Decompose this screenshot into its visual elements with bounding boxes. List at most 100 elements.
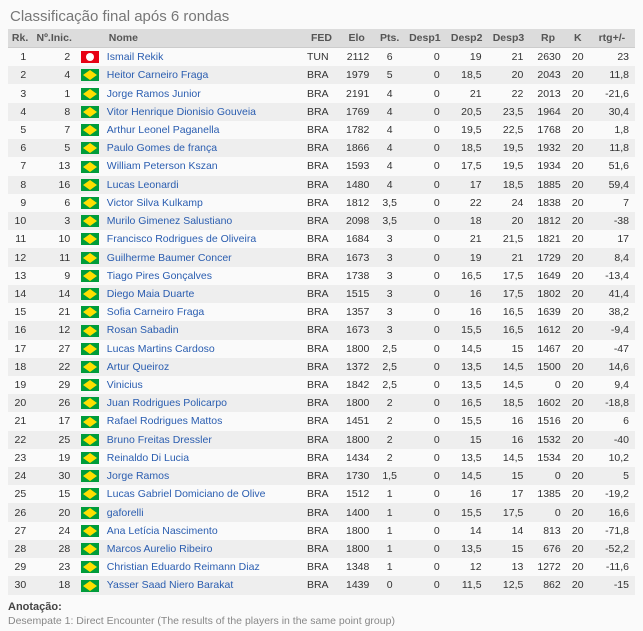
table-header-row: Rk. Nº.Inic. Nome FED Elo Pts. Desp1 Des…	[8, 29, 635, 48]
cell-elo: 1434	[338, 449, 375, 467]
cell-d1: 0	[404, 340, 446, 358]
player-link[interactable]: Murilo Gimenez Salustiano	[107, 215, 232, 227]
col-d2[interactable]: Desp2	[446, 29, 488, 48]
player-link[interactable]: gaforelli	[107, 507, 144, 519]
cell-rtg: 6	[589, 412, 635, 430]
cell-pts: 1,5	[375, 467, 404, 485]
player-link[interactable]: Lucas Martins Cardoso	[107, 343, 215, 355]
col-d1[interactable]: Desp1	[404, 29, 446, 48]
table-row: 1521Sofia Carneiro FragaBRA1357301616,51…	[8, 303, 635, 321]
cell-elo: 1738	[338, 267, 375, 285]
player-link[interactable]: Vitor Henrique Dionisio Gouveia	[107, 106, 256, 118]
cell-rk: 20	[8, 394, 32, 412]
cell-rk: 4	[8, 103, 32, 121]
cell-fed: BRA	[305, 303, 338, 321]
col-elo[interactable]: Elo	[338, 29, 375, 48]
col-fed[interactable]: FED	[305, 29, 338, 48]
cell-fed: BRA	[305, 540, 338, 558]
cell-rtg: 11,8	[589, 139, 635, 157]
player-link[interactable]: Paulo Gomes de frança	[107, 142, 217, 154]
player-link[interactable]: Jorge Ramos	[107, 470, 169, 482]
cell-d2: 17	[446, 176, 488, 194]
player-link[interactable]: Lucas Leonardi	[107, 179, 179, 191]
table-row: 1612Rosan SabadinBRA16733015,516,5161220…	[8, 321, 635, 339]
cell-elo: 2112	[338, 48, 375, 67]
cell-rtg: 16,6	[589, 503, 635, 521]
col-rk[interactable]: Rk.	[8, 29, 32, 48]
cell-pts: 3,5	[375, 194, 404, 212]
player-link[interactable]: Diego Maia Duarte	[107, 288, 195, 300]
cell-pts: 3	[375, 303, 404, 321]
player-link[interactable]: Reinaldo Di Lucia	[107, 452, 189, 464]
table-row: 2724Ana Letícia NascimentoBRA18001014148…	[8, 522, 635, 540]
player-link[interactable]: Rosan Sabadin	[107, 324, 179, 336]
cell-flag	[76, 467, 105, 485]
player-link[interactable]: Lucas Gabriel Domiciano de Olive	[107, 488, 266, 500]
player-link[interactable]: Bruno Freitas Dressler	[107, 434, 212, 446]
cell-sno: 28	[32, 540, 76, 558]
player-link[interactable]: Marcos Aurelio Ribeiro	[107, 543, 213, 555]
player-link[interactable]: Francisco Rodrigues de Oliveira	[107, 233, 256, 245]
table-row: 3018Yasser Saad Niero BarakatBRA14390011…	[8, 576, 635, 594]
cell-k: 20	[567, 558, 589, 576]
player-link[interactable]: Jorge Ramos Junior	[107, 88, 201, 100]
player-link[interactable]: Vinicius	[107, 379, 143, 391]
player-link[interactable]: William Peterson Kszan	[107, 160, 218, 172]
player-link[interactable]: Victor Silva Kulkamp	[107, 197, 203, 209]
player-link[interactable]: Artur Queiroz	[107, 361, 169, 373]
cell-name: Juan Rodrigues Policarpo	[105, 394, 305, 412]
player-link[interactable]: Rafael Rodrigues Mattos	[107, 415, 223, 427]
col-sno[interactable]: Nº.Inic.	[32, 29, 76, 48]
cell-sno: 29	[32, 376, 76, 394]
cell-sno: 7	[32, 121, 76, 139]
cell-k: 20	[567, 522, 589, 540]
player-link[interactable]: Tiago Pires Gonçalves	[107, 270, 212, 282]
cell-d1: 0	[404, 212, 446, 230]
player-link[interactable]: Ana Letícia Nascimento	[107, 525, 218, 537]
cell-fed: BRA	[305, 449, 338, 467]
col-rtg[interactable]: rtg+/-	[589, 29, 635, 48]
player-link[interactable]: Yasser Saad Niero Barakat	[107, 579, 233, 591]
col-d3[interactable]: Desp3	[488, 29, 530, 48]
cell-rp: 1467	[529, 340, 566, 358]
cell-rp: 676	[529, 540, 566, 558]
cell-rp: 0	[529, 503, 566, 521]
cell-rp: 2013	[529, 84, 566, 102]
player-link[interactable]: Sofia Carneiro Fraga	[107, 306, 204, 318]
cell-name: Diego Maia Duarte	[105, 285, 305, 303]
col-k[interactable]: K	[567, 29, 589, 48]
cell-sno: 4	[32, 66, 76, 84]
player-link[interactable]: Juan Rodrigues Policarpo	[107, 397, 227, 409]
player-link[interactable]: Heitor Carneiro Fraga	[107, 69, 209, 81]
player-link[interactable]: Guilherme Baumer Concer	[107, 252, 232, 264]
cell-rtg: 30,4	[589, 103, 635, 121]
player-link[interactable]: Arthur Leonel Paganella	[107, 124, 220, 136]
cell-d1: 0	[404, 303, 446, 321]
cell-sno: 16	[32, 176, 76, 194]
cell-fed: BRA	[305, 157, 338, 175]
cell-d1: 0	[404, 103, 446, 121]
cell-fed: BRA	[305, 212, 338, 230]
cell-rk: 18	[8, 358, 32, 376]
cell-rtg: -18,8	[589, 394, 635, 412]
cell-sno: 13	[32, 157, 76, 175]
player-link[interactable]: Christian Eduardo Reimann Diaz	[107, 561, 260, 573]
cell-rk: 29	[8, 558, 32, 576]
col-name[interactable]: Nome	[105, 29, 305, 48]
bra-flag-icon	[81, 452, 99, 464]
cell-rk: 22	[8, 431, 32, 449]
cell-flag	[76, 449, 105, 467]
player-link[interactable]: Ismail Rekik	[107, 51, 164, 63]
cell-k: 20	[567, 212, 589, 230]
cell-k: 20	[567, 431, 589, 449]
cell-d3: 23,5	[488, 103, 530, 121]
cell-elo: 1673	[338, 321, 375, 339]
cell-d3: 20	[488, 212, 530, 230]
cell-d3: 20	[488, 66, 530, 84]
cell-d2: 15	[446, 431, 488, 449]
cell-d3: 14,5	[488, 449, 530, 467]
col-pts[interactable]: Pts.	[375, 29, 404, 48]
cell-elo: 1400	[338, 503, 375, 521]
col-rp[interactable]: Rp	[529, 29, 566, 48]
cell-name: Ismail Rekik	[105, 48, 305, 67]
